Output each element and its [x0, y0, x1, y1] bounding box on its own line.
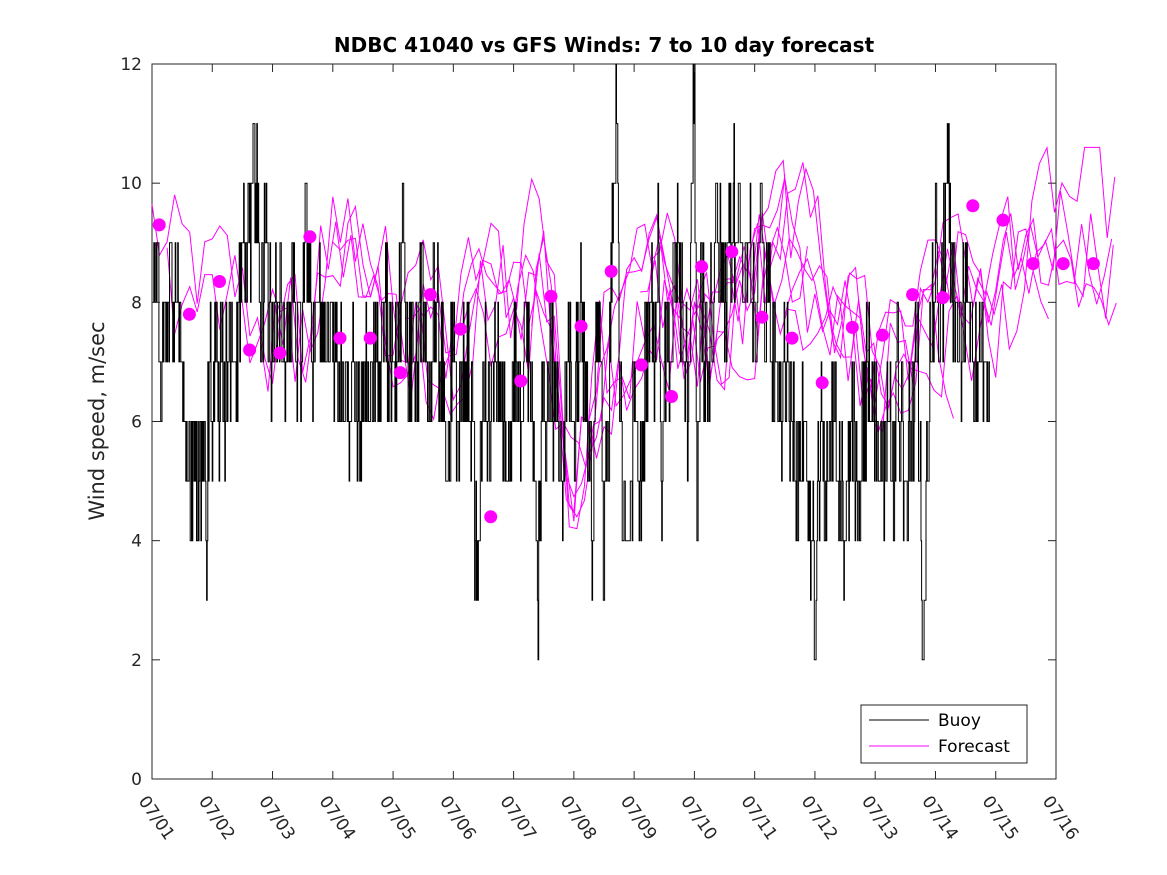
x-tick-label: 07/15	[978, 792, 1022, 844]
y-tick-label: 2	[131, 651, 142, 671]
forecast-marker	[1086, 257, 1100, 271]
x-tick-label: 07/06	[435, 792, 479, 844]
forecast-marker	[423, 288, 437, 302]
x-tick-label: 07/08	[556, 792, 600, 844]
forecast-marker	[1026, 257, 1040, 271]
forecast-marker	[996, 213, 1010, 227]
x-tick-label: 07/14	[917, 792, 961, 844]
forecast-markers	[152, 199, 1100, 524]
forecast-marker	[665, 390, 678, 403]
x-tick-label: 07/11	[737, 792, 781, 844]
x-tick-label: 07/05	[375, 792, 419, 844]
forecast-line	[151, 174, 786, 522]
forecast-marker	[363, 331, 377, 345]
forecast-marker	[182, 307, 196, 321]
y-tick-label: 8	[131, 293, 142, 313]
forecast-marker	[273, 346, 287, 360]
x-tick-label: 07/07	[496, 792, 540, 844]
forecast-marker	[755, 310, 769, 324]
forecast-marker	[845, 320, 859, 334]
forecast-line	[784, 213, 1117, 403]
forecast-marker	[785, 331, 799, 345]
x-tick-label: 07/01	[134, 792, 178, 844]
forecast-marker	[514, 374, 528, 388]
forecast-marker	[303, 230, 317, 244]
x-tick-label: 07/12	[797, 792, 841, 844]
forecast-line	[260, 162, 954, 530]
y-tick-label: 12	[120, 55, 142, 75]
y-tick-label: 6	[131, 413, 142, 433]
forecast-marker	[906, 288, 920, 302]
y-axis: 0 2 4 6 8 10 12	[120, 55, 1056, 790]
y-axis-label: Wind speed, m/sec	[85, 321, 109, 520]
forecast-marker	[604, 264, 618, 278]
buoy-line	[153, 63, 990, 661]
x-tick-label: 07/02	[194, 792, 238, 844]
forecast-marker	[454, 322, 468, 336]
buoy-series	[153, 63, 990, 661]
forecast-marker	[243, 343, 257, 357]
forecast-line	[640, 145, 1116, 409]
forecast-marker	[815, 376, 829, 390]
forecast-marker	[213, 275, 226, 288]
legend-forecast-label: Forecast	[938, 737, 1010, 757]
chart-title: NDBC 41040 vs GFS Winds: 7 to 10 day for…	[334, 33, 875, 57]
forecast-marker	[152, 218, 166, 232]
forecast-marker	[725, 245, 739, 259]
x-tick-label: 07/10	[676, 792, 720, 844]
forecast-marker	[695, 260, 709, 274]
y-tick-label: 0	[131, 770, 142, 790]
forecast-series	[151, 145, 1117, 530]
x-tick-label: 07/16	[1038, 792, 1082, 844]
legend-buoy-label: Buoy	[938, 711, 981, 731]
forecast-marker	[333, 331, 347, 345]
forecast-line	[166, 196, 808, 498]
forecast-line	[405, 191, 1114, 468]
legend-box	[860, 704, 1028, 764]
plot-frame	[151, 63, 1057, 780]
forecast-marker	[574, 319, 588, 333]
y-tick-label: 10	[120, 174, 142, 194]
forecast-marker	[875, 328, 889, 342]
forecast-marker	[484, 510, 498, 524]
x-tick-label: 07/09	[616, 792, 660, 844]
x-tick-label: 07/03	[254, 792, 298, 844]
plot-area	[151, 63, 1117, 780]
forecast-marker	[966, 199, 980, 213]
x-tick-label: 07/04	[315, 792, 359, 844]
forecast-marker	[393, 366, 407, 380]
x-tick-label: 07/13	[857, 792, 901, 844]
forecast-marker	[634, 358, 648, 372]
y-tick-label: 4	[131, 532, 142, 552]
legend: Buoy Forecast	[860, 704, 1028, 764]
forecast-marker	[1056, 257, 1070, 271]
forecast-marker	[936, 291, 950, 305]
forecast-marker	[544, 289, 558, 303]
